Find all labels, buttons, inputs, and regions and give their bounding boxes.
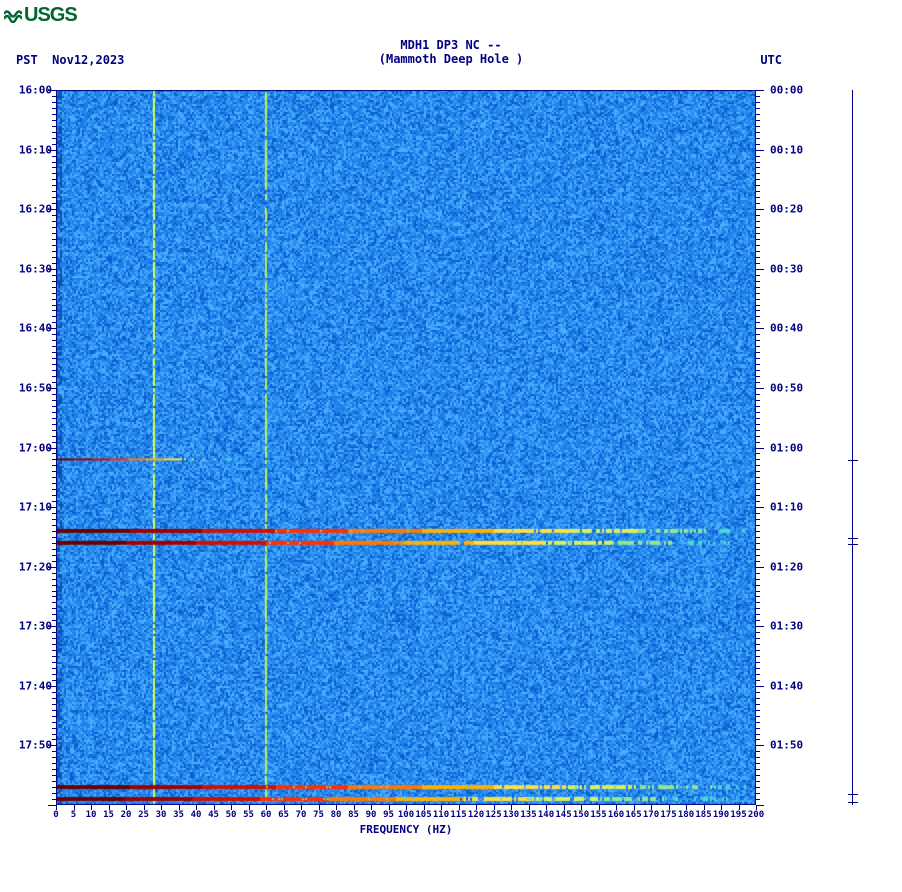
left-tz-label: PST Nov12,2023 [16, 53, 124, 67]
usgs-logo: USGS [4, 4, 77, 27]
right-tz-label: UTC [760, 53, 782, 67]
y-axis-right-labels: 00:0000:1000:2000:3000:4000:5001:0001:10… [770, 90, 814, 805]
wave-icon [4, 9, 22, 23]
bottom-tick-marks [56, 805, 756, 811]
logo-text: USGS [24, 4, 77, 26]
left-tick-marks [48, 90, 56, 805]
spectrogram-canvas [56, 90, 756, 805]
right-tick-marks [756, 90, 764, 805]
title-line-1: MDH1 DP3 NC -- [0, 38, 902, 52]
x-axis-title: FREQUENCY (HZ) [56, 823, 756, 836]
x-axis-labels: 0510152025303540455055606570758085909510… [56, 810, 756, 822]
y-axis-left-labels: 16:0016:1016:2016:3016:4016:5017:0017:10… [8, 90, 52, 805]
spectrogram-plot [56, 90, 756, 805]
amplitude-scale-bar [852, 90, 853, 805]
